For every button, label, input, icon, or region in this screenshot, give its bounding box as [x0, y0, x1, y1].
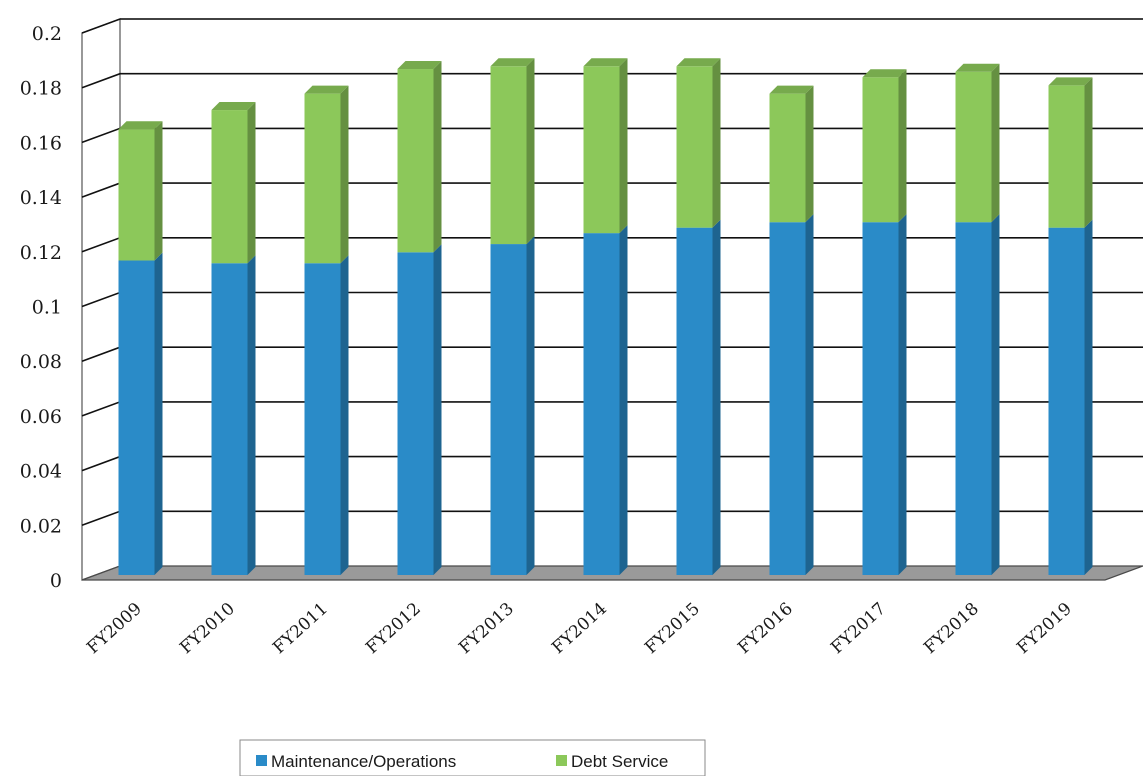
- bar-segment-debt-service-fy2009: [118, 121, 163, 261]
- x-category-label-fy2013: FY2013: [455, 599, 518, 658]
- y-tick-label: 0.12: [20, 242, 62, 264]
- x-category-label-fy2012: FY2012: [362, 599, 425, 658]
- bar-segment-maintenance-operations-fy2011: [304, 255, 349, 575]
- gridline: [81, 72, 1143, 89]
- y-tick-label: 0.02: [20, 515, 62, 537]
- bar-segment-debt-service-fy2011: [304, 85, 349, 264]
- bar-segment-debt-service-fy2016: [769, 85, 814, 223]
- bar-segment-debt-service-fy2015: [676, 58, 721, 228]
- y-tick-label: 0.2: [32, 23, 62, 45]
- legend-swatch-debt-service: [556, 755, 567, 766]
- x-category-label-fy2011: FY2011: [269, 599, 332, 658]
- x-category-label-fy2016: FY2016: [734, 599, 797, 658]
- bar-segment-maintenance-operations-fy2019: [1048, 219, 1093, 575]
- x-category-label-fy2009: FY2009: [83, 599, 146, 658]
- bar-segment-maintenance-operations-fy2015: [676, 219, 721, 575]
- bar-segment-debt-service-fy2018: [955, 63, 1000, 223]
- bar-segment-debt-service-fy2013: [490, 58, 535, 245]
- bar-segment-maintenance-operations-fy2017: [862, 214, 907, 575]
- y-tick-label: 0: [50, 570, 62, 592]
- x-category-label-fy2014: FY2014: [548, 599, 611, 658]
- bar-segment-maintenance-operations-fy2012: [397, 244, 442, 575]
- bar-segment-maintenance-operations-fy2010: [211, 255, 256, 575]
- x-category-label-fy2017: FY2017: [827, 599, 890, 658]
- gridline: [81, 18, 1143, 34]
- y-tick-label: 0.14: [20, 187, 62, 209]
- bar-segment-maintenance-operations-fy2013: [490, 236, 535, 575]
- y-axis-tick-labels: 0 0.02 0.04 0.06 0.08 0.1 0.12 0.14 0.16 0.18 0.2: [20, 23, 62, 592]
- y-tick-label: 0.04: [20, 461, 62, 483]
- y-tick-label: 0.18: [20, 78, 62, 100]
- bar-segment-debt-service-fy2012: [397, 61, 442, 253]
- legend-swatch-maintenance-operations: [256, 755, 267, 766]
- y-tick-label: 0.1: [32, 297, 62, 319]
- y-tick-label: 0.08: [20, 351, 62, 373]
- x-category-label-fy2015: FY2015: [641, 599, 704, 658]
- bar-segment-debt-service-fy2014: [583, 58, 628, 234]
- bar-segment-debt-service-fy2019: [1048, 77, 1093, 228]
- legend-label-debt-service: Debt Service: [571, 752, 668, 771]
- bar-segment-maintenance-operations-fy2014: [583, 225, 628, 575]
- bar-segment-maintenance-operations-fy2018: [955, 214, 1000, 575]
- x-category-label-fy2018: FY2018: [920, 599, 983, 658]
- y-tick-label: 0.16: [20, 132, 62, 154]
- bar-segment-debt-service-fy2017: [862, 69, 907, 223]
- bars: [118, 58, 1093, 575]
- legend-label-maintenance-operations: Maintenance/Operations: [271, 752, 456, 771]
- x-axis-category-labels: FY2009 FY2010 FY2011 FY2012 FY2013 FY2014 FY20…: [83, 599, 1076, 658]
- x-category-label-fy2019: FY2019: [1013, 599, 1076, 658]
- legend: Maintenance/Operations Debt Service: [239, 739, 706, 777]
- y-tick-label: 0.06: [20, 406, 62, 428]
- x-category-label-fy2010: FY2010: [176, 599, 239, 658]
- bar-segment-maintenance-operations-fy2016: [769, 214, 814, 575]
- bar-segment-debt-service-fy2010: [211, 102, 256, 264]
- bar-segment-maintenance-operations-fy2009: [118, 252, 163, 575]
